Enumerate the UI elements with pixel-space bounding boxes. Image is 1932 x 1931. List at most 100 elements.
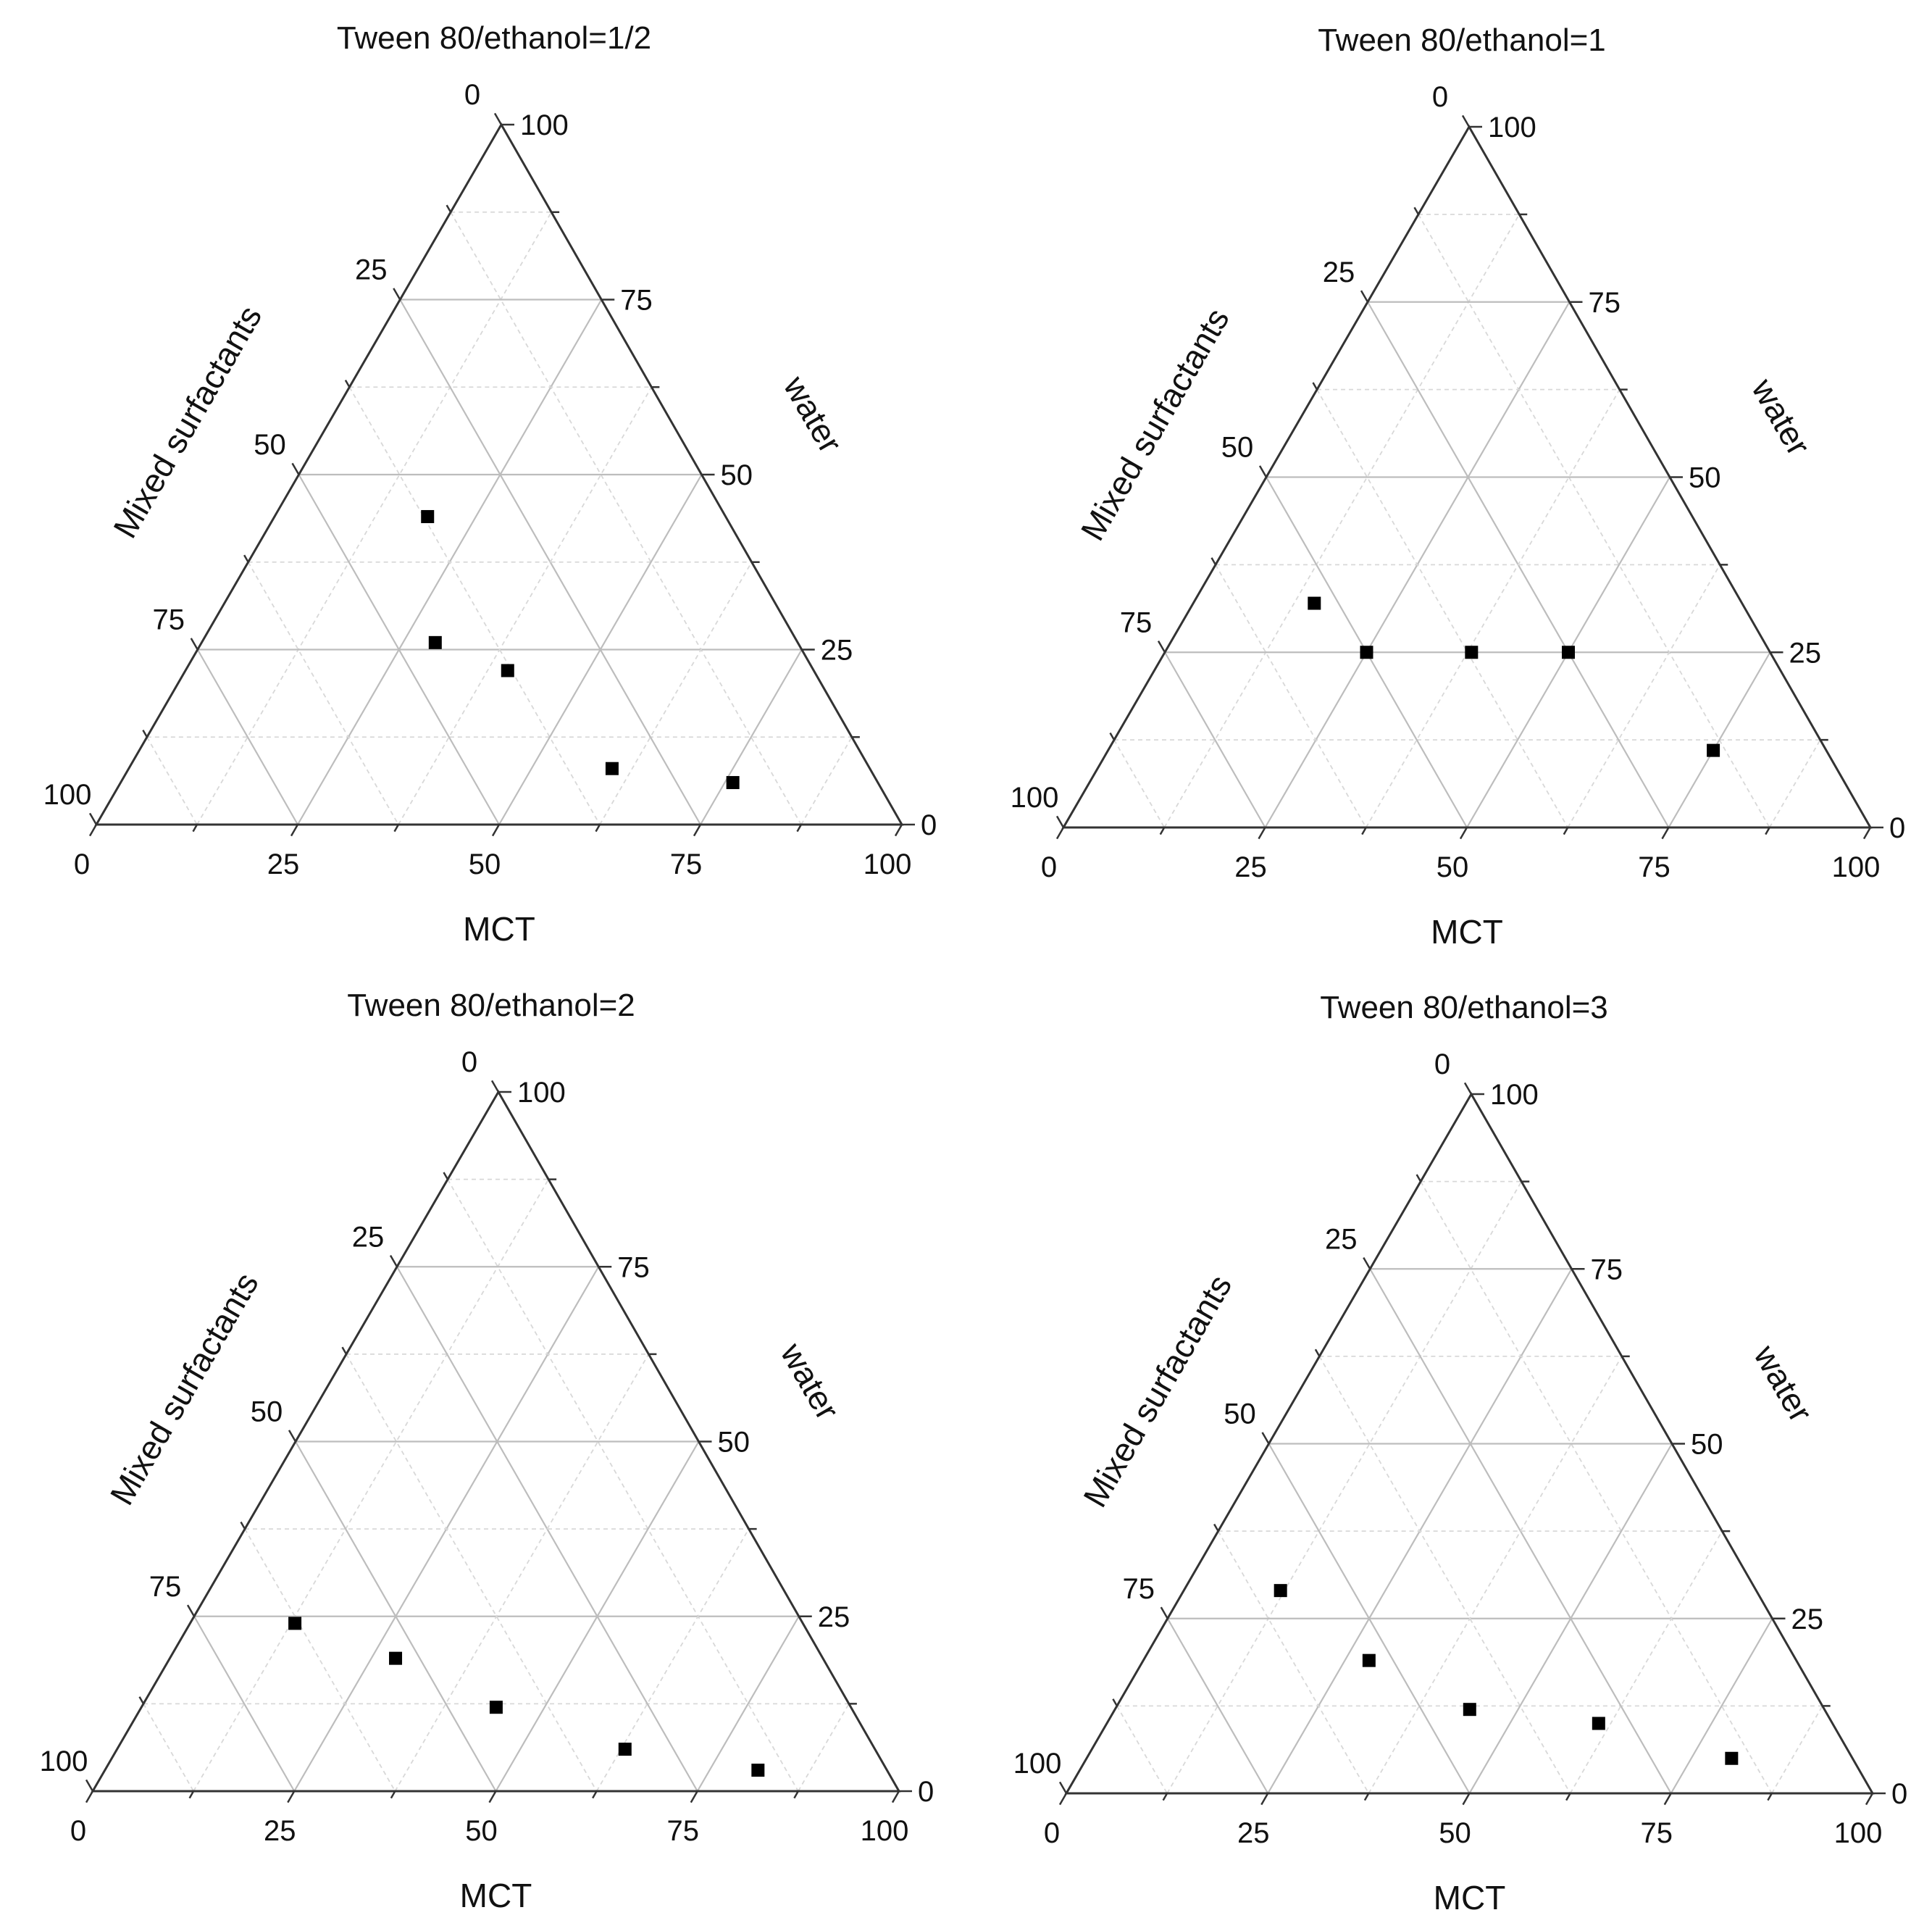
bottom-tick-label: 25: [1234, 851, 1267, 883]
grid-line: [295, 1440, 497, 1792]
ternary-chart-3: 0 0 0 25 25 25 50 50 50 75 75 75 100 100 100 Tween 80/e…: [40, 988, 934, 1914]
tick-mark: [341, 1346, 348, 1355]
tick-mark: [1312, 382, 1318, 391]
bottom-tick-label: 100: [1834, 1817, 1883, 1849]
ternary-chart-1: 0 0 0 25 25 25 50 50 50 75 75 75 100 100 100 Tween 80/e…: [43, 20, 937, 948]
tick-mark: [142, 730, 148, 738]
data-point: [489, 1701, 503, 1714]
right-tick-label: 25: [818, 1601, 850, 1633]
grid-line: [346, 1354, 598, 1792]
grid: [146, 211, 853, 825]
bottom-tick-label: 75: [670, 848, 703, 880]
tick-mark: [1563, 827, 1569, 835]
left-tick-label: 50: [1221, 432, 1254, 464]
tick-mark: [446, 204, 452, 213]
data-point: [618, 1743, 632, 1756]
bottom-tick-label: 0: [1041, 851, 1057, 883]
left-tick-label: 0: [461, 1046, 477, 1078]
right-tick-label: 75: [1591, 1254, 1623, 1285]
tick-mark: [1213, 1523, 1219, 1532]
left-tick-label: 0: [464, 79, 480, 111]
data-point: [1725, 1751, 1739, 1765]
tick-mark: [1463, 1082, 1473, 1095]
right-axis-label: water: [1744, 372, 1818, 462]
tick-mark: [443, 1172, 449, 1180]
data-point: [726, 776, 740, 790]
grid-line: [1215, 564, 1367, 828]
chart-title: Tween 80/ethanol=1: [1318, 22, 1606, 58]
left-tick-label: 25: [1325, 1223, 1358, 1255]
tick-mark: [1160, 1606, 1168, 1619]
tick-mark: [190, 638, 198, 651]
tick-mark: [592, 1790, 598, 1799]
tick-mark: [291, 462, 300, 475]
grid-line: [143, 1703, 194, 1792]
right-tick-label: 25: [1789, 637, 1822, 669]
tick-mark: [1159, 827, 1166, 835]
tick-mark: [1260, 1793, 1269, 1806]
tick-mark: [1413, 207, 1420, 215]
grid-line: [700, 648, 803, 825]
left-tick-label: 0: [1434, 1048, 1450, 1080]
bottom-tick-label: 0: [74, 848, 90, 880]
grid-line: [193, 1616, 296, 1792]
tick-mark: [894, 824, 903, 837]
right-tick-label: 100: [517, 1077, 566, 1109]
tick-mark: [1162, 1793, 1168, 1801]
grid-line: [1318, 1356, 1571, 1794]
grid-line: [1468, 1443, 1673, 1794]
tick-mark: [891, 1790, 900, 1803]
grid-line: [1668, 651, 1771, 828]
grid-line: [1368, 1356, 1623, 1794]
left-axis-label: Mixed surfactants: [103, 1266, 266, 1511]
tick-mark: [1261, 1432, 1270, 1445]
bottom-tick-label: 100: [1832, 851, 1881, 883]
tick-mark: [1462, 1793, 1471, 1806]
right-tick-label: 25: [1791, 1603, 1824, 1635]
grid-line: [1116, 1705, 1168, 1794]
tick-mark: [393, 288, 401, 301]
left-tick-label: 75: [149, 1571, 182, 1603]
left-tick-label: 50: [1224, 1398, 1256, 1430]
chart-title: Tween 80/ethanol=3: [1320, 990, 1608, 1025]
grid-line: [1166, 1618, 1269, 1794]
left-tick-label: 75: [1120, 606, 1153, 638]
grid-line: [398, 386, 653, 825]
tick-mark: [1663, 1793, 1672, 1806]
grid-line: [1768, 739, 1821, 828]
left-axis-label: Mixed surfactants: [1074, 301, 1237, 546]
grid-line: [1670, 1618, 1773, 1794]
grid-line: [196, 648, 298, 825]
tick-mark: [389, 1254, 398, 1267]
left-tick-label: 100: [1011, 782, 1059, 814]
data-point: [1592, 1717, 1605, 1730]
right-tick-label: 50: [718, 1427, 750, 1459]
tick-mark: [85, 1790, 94, 1803]
left-tick-label: 25: [352, 1221, 385, 1253]
tick-mark: [1314, 1348, 1321, 1357]
right-tick-label: 0: [921, 809, 937, 841]
right-tick-label: 50: [1691, 1429, 1723, 1461]
grid: [1116, 1180, 1823, 1794]
right-tick-label: 0: [1889, 812, 1905, 844]
bottom-tick-label: 25: [264, 1815, 296, 1847]
data-point: [389, 1651, 403, 1665]
bottom-tick-label: 50: [1437, 851, 1469, 883]
tick-mark: [595, 824, 601, 833]
grid-line: [1166, 1181, 1523, 1794]
grid-line: [298, 474, 500, 825]
grid-line: [1217, 1530, 1370, 1794]
grid-line: [498, 474, 703, 825]
right-tick-label: 0: [1891, 1778, 1907, 1810]
left-tick-label: 100: [40, 1746, 88, 1777]
tick-mark: [690, 1790, 698, 1803]
bottom-tick-label: 50: [465, 1815, 498, 1847]
data-point: [501, 664, 514, 677]
tick-mark: [1767, 1793, 1773, 1801]
left-axis-label: Mixed surfactants: [106, 299, 269, 544]
tick-mark: [793, 1790, 799, 1799]
tick-mark: [138, 1696, 145, 1704]
grid-line: [1771, 1705, 1823, 1794]
grid-line: [1163, 214, 1521, 828]
tick-mark: [1459, 827, 1468, 840]
